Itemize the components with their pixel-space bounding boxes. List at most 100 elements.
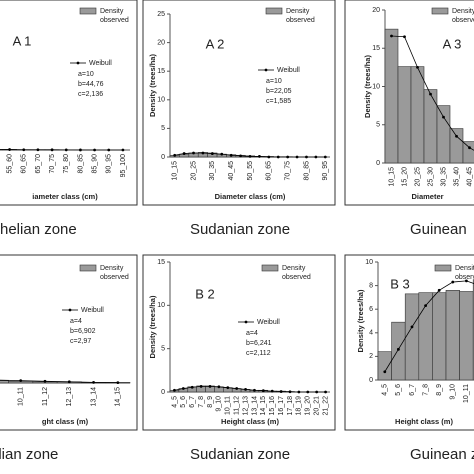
weibull-point: [199, 384, 203, 388]
x-tick-label: 10_15: [388, 167, 395, 187]
x-axis-label: Height class (m): [221, 417, 279, 426]
annotation: b=44,76: [78, 81, 104, 88]
legend-swatch: [79, 264, 97, 272]
weibull-point: [258, 155, 261, 158]
x-tick-label: 65_70: [35, 154, 42, 174]
x-tick-label: 50_55: [247, 161, 254, 181]
weibull-point: [79, 148, 82, 152]
zone-caption: elian zone: [0, 446, 58, 463]
x-tick-label: 16_17: [278, 396, 285, 416]
legend-swatch: [265, 7, 283, 15]
y-tick-label: 20: [372, 7, 380, 14]
y-axis-label: Density (trees/ha): [148, 54, 157, 117]
y-tick-label: 10: [372, 83, 380, 90]
x-tick-label: 40_45: [228, 161, 235, 181]
x-tick-label: 5_6: [180, 396, 187, 408]
weibull-point: [306, 390, 310, 394]
panel-title: B 3: [390, 276, 410, 291]
x-tick-label: 5_6: [395, 384, 402, 396]
x-tick-label: 12_13: [66, 387, 73, 407]
legend-label: Density observed: [100, 8, 129, 24]
weibull-point: [36, 148, 40, 152]
legend-label: Weibull: [257, 319, 280, 326]
y-tick-label: 5: [376, 122, 380, 129]
x-tick-label: 60_65: [266, 161, 273, 181]
weibull-point: [455, 134, 458, 138]
legend-label-line: Density: [455, 265, 474, 272]
y-tick-label: 25: [157, 11, 165, 18]
weibull-point: [229, 153, 233, 157]
bar: [459, 291, 474, 381]
legend-label: Density observed: [282, 265, 311, 281]
legend-label: Density observed: [452, 8, 474, 24]
weibull-point: [93, 148, 96, 152]
annotation: a=4: [70, 318, 82, 325]
weibull-point: [239, 154, 242, 158]
y-tick-label: 15: [157, 259, 165, 266]
weibull-point: [220, 152, 224, 156]
weibull-point: [190, 385, 194, 389]
weibull-point: [295, 155, 299, 159]
legend-label-line: observed: [282, 274, 311, 281]
x-tick-label: 85_90: [91, 154, 98, 174]
bar: [0, 380, 9, 384]
x-tick-label: 40_45: [466, 167, 473, 187]
y-tick-label: 0: [369, 377, 373, 384]
annotation: a=10: [78, 71, 94, 78]
x-tick-label: 13_14: [90, 387, 97, 407]
weibull-point: [410, 325, 414, 329]
bar: [436, 105, 451, 164]
x-tick-label: 17_18: [287, 396, 294, 416]
weibull-point: [19, 379, 23, 383]
weibull-point: [217, 385, 221, 389]
weibull-point: [437, 288, 441, 292]
legend-point: [76, 61, 80, 65]
weibull-point: [116, 381, 120, 385]
legend-point: [244, 320, 248, 324]
y-tick-label: 5: [161, 346, 165, 353]
x-tick-label: 4_5: [171, 396, 178, 408]
legend-label-line: Density: [286, 8, 310, 15]
x-tick-label: 8_9: [207, 396, 214, 408]
x-tick-label: 11_12: [42, 387, 49, 406]
legend-label-line: observed: [286, 17, 315, 24]
x-tick-label: 20_25: [414, 167, 421, 187]
weibull-point: [22, 148, 26, 152]
x-axis-label: Diameter class (cm): [215, 192, 286, 201]
x-tick-label: 13_14: [251, 396, 258, 416]
zone-caption: Sudanian zone: [190, 221, 290, 238]
x-tick-label: 8_9: [436, 384, 443, 396]
y-tick-label: 6: [369, 306, 373, 313]
panel-title: A 3: [443, 36, 462, 51]
weibull-point: [465, 279, 468, 283]
weibull-point: [92, 381, 95, 384]
weibull-point: [305, 155, 308, 159]
zone-caption: Guinean: [410, 221, 467, 238]
y-tick-label: 0: [161, 389, 165, 396]
legend-label-line: observed: [100, 274, 129, 281]
annotation: b=22,05: [266, 88, 292, 95]
weibull-point: [235, 387, 239, 390]
annotation: b=6,902: [70, 328, 96, 335]
annotation: a=10: [266, 78, 282, 85]
legend-label: Weibull: [89, 60, 112, 67]
weibull-point: [192, 151, 195, 155]
x-tick-label: 70_75: [49, 154, 56, 174]
weibull-point: [324, 390, 327, 394]
x-tick-label: 35_40: [453, 167, 460, 187]
bar: [397, 66, 412, 164]
x-tick-label: 70_75: [284, 161, 291, 181]
weibull-point: [297, 390, 301, 394]
y-tick-label: 15: [372, 45, 380, 52]
legend-point: [264, 68, 268, 72]
bar: [449, 128, 464, 164]
y-tick-label: 4: [369, 330, 373, 337]
x-tick-label: 10_11: [463, 384, 470, 403]
weibull-point: [173, 388, 176, 392]
weibull-point: [279, 390, 283, 393]
x-tick-label: 4_5: [382, 384, 389, 396]
annotation: c=2,136: [78, 91, 103, 98]
weibull-point: [182, 152, 186, 155]
x-tick-label: 14_15: [260, 396, 267, 416]
